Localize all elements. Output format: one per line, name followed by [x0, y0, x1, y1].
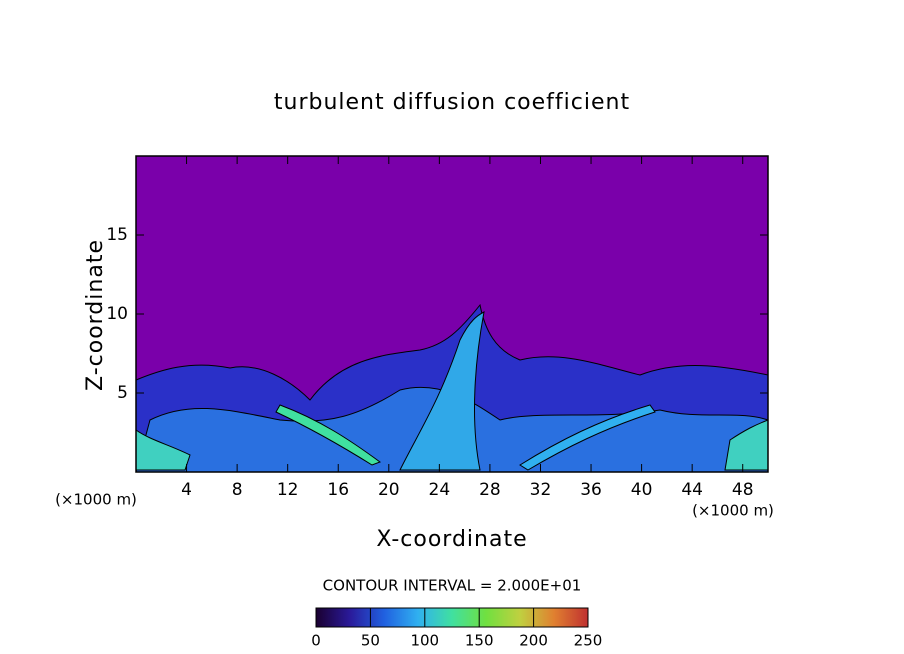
x-tick-label: 24: [429, 480, 451, 500]
x-tick-label: 36: [580, 480, 602, 500]
x-tick-label: 48: [732, 480, 754, 500]
colorbar-tick-label: 150: [465, 632, 494, 650]
y-tick-label: 15: [106, 225, 128, 245]
x-tick-label: 32: [530, 480, 552, 500]
colorbar: [315, 607, 589, 628]
colorbar-tick-label: 50: [361, 632, 380, 650]
x-tick-label: 44: [681, 480, 703, 500]
x-tick-label: 28: [479, 480, 501, 500]
y-tick-label: 5: [117, 383, 128, 403]
y-tick-label: 10: [106, 304, 128, 324]
x-tick-label: 12: [277, 480, 299, 500]
colorbar-tick-label: 100: [410, 632, 439, 650]
x-tick-label: 4: [181, 480, 192, 500]
colorbar-tick-label: 250: [574, 632, 603, 650]
y-unit: (×1000 m): [55, 491, 137, 509]
streak: [135, 429, 191, 471]
colorbar-tick-label: 200: [519, 632, 548, 650]
colorbar-tick-label: 0: [311, 632, 321, 650]
x-tick-label: 40: [631, 480, 653, 500]
x-tick-label: 16: [327, 480, 349, 500]
streak: [275, 404, 382, 466]
x-axis-label: X-coordinate: [376, 527, 527, 552]
x-unit: (×1000 m): [692, 502, 774, 520]
x-tick-label: 20: [378, 480, 400, 500]
plume: [399, 311, 485, 471]
chart-title: turbulent diffusion coefficient: [274, 90, 630, 115]
x-tick-label: 8: [232, 480, 243, 500]
contour-note: CONTOUR INTERVAL = 2.000E+01: [323, 577, 582, 595]
field: [135, 156, 769, 473]
streak: [519, 404, 656, 471]
y-axis-label: Z-coordinate: [83, 239, 108, 391]
